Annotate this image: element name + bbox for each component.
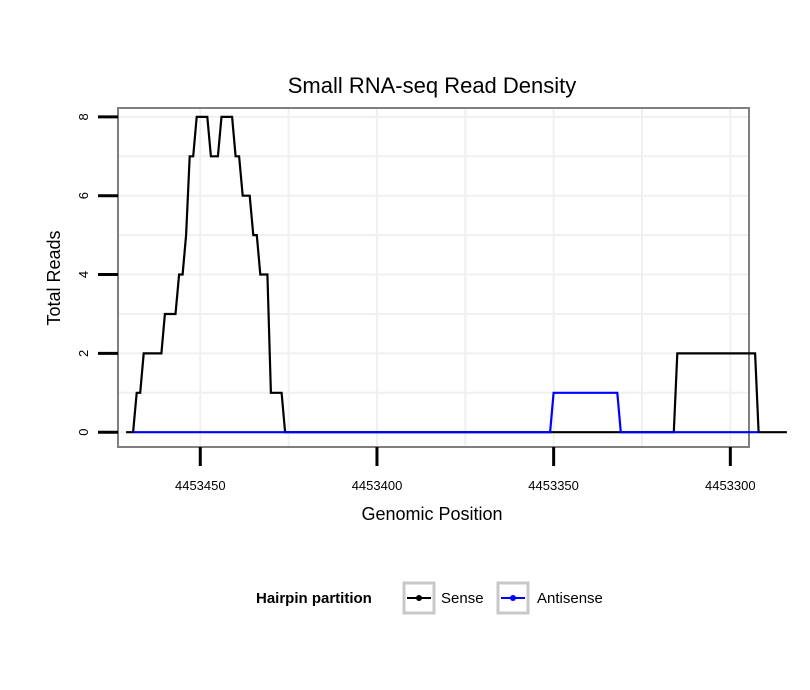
x-tick-label: 4453400	[352, 478, 403, 493]
y-tick-label: 8	[76, 113, 91, 120]
y-axis: 0 2 4 6 8	[76, 113, 118, 436]
legend-title: Hairpin partition	[256, 590, 372, 607]
y-tick-label: 2	[76, 350, 91, 357]
x-axis-label: Genomic Position	[361, 504, 502, 524]
y-tick-label: 6	[76, 192, 91, 199]
x-tick-label: 4453300	[705, 478, 756, 493]
legend-item-antisense: Antisense	[496, 581, 603, 615]
grid-lines	[119, 109, 748, 446]
series-layer	[126, 115, 787, 434]
legend-key-antisense-point	[510, 595, 516, 601]
chart-title: Small RNA-seq Read Density	[288, 73, 577, 98]
legend-label-sense: Sense	[441, 590, 484, 607]
x-axis: 4453450 4453400 4453350 4453300	[175, 447, 756, 493]
x-tick-label: 4453350	[528, 478, 579, 493]
plot-panel-border	[117, 107, 750, 448]
legend-key-sense-point	[416, 595, 422, 601]
legend: Hairpin partition Sense Antisense	[256, 581, 603, 615]
y-tick-label: 4	[76, 271, 91, 278]
legend-label-antisense: Antisense	[537, 590, 603, 607]
legend-item-sense: Sense	[402, 581, 484, 615]
series-line-antisense	[133, 391, 759, 434]
x-tick-label: 4453450	[175, 478, 226, 493]
y-axis-label: Total Reads	[44, 230, 64, 325]
y-tick-label: 0	[76, 429, 91, 436]
series-line-sense	[126, 115, 787, 434]
